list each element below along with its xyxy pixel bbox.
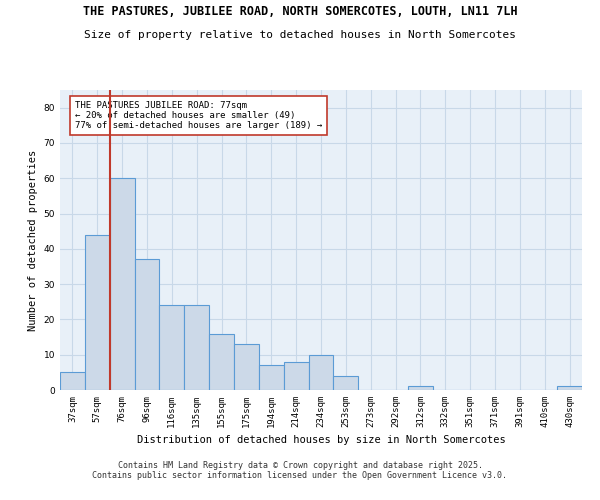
Text: Contains HM Land Registry data © Crown copyright and database right 2025.
Contai: Contains HM Land Registry data © Crown c… [92,460,508,480]
Bar [160,306,184,390]
Y-axis label: Number of detached properties: Number of detached properties [28,150,38,330]
Bar [408,386,433,390]
Text: Size of property relative to detached houses in North Somercotes: Size of property relative to detached ho… [84,30,516,40]
Bar [184,306,209,390]
Bar [234,344,259,390]
Bar [85,234,110,390]
Bar [134,260,160,390]
Text: Distribution of detached houses by size in North Somercotes: Distribution of detached houses by size … [137,435,505,445]
Text: THE PASTURES, JUBILEE ROAD, NORTH SOMERCOTES, LOUTH, LN11 7LH: THE PASTURES, JUBILEE ROAD, NORTH SOMERC… [83,5,517,18]
Bar [110,178,134,390]
Bar [60,372,85,390]
Bar [308,354,334,390]
Bar [284,362,308,390]
Bar [259,366,284,390]
Text: THE PASTURES JUBILEE ROAD: 77sqm
← 20% of detached houses are smaller (49)
77% o: THE PASTURES JUBILEE ROAD: 77sqm ← 20% o… [75,100,322,130]
Bar [209,334,234,390]
Bar [557,386,582,390]
Bar [334,376,358,390]
